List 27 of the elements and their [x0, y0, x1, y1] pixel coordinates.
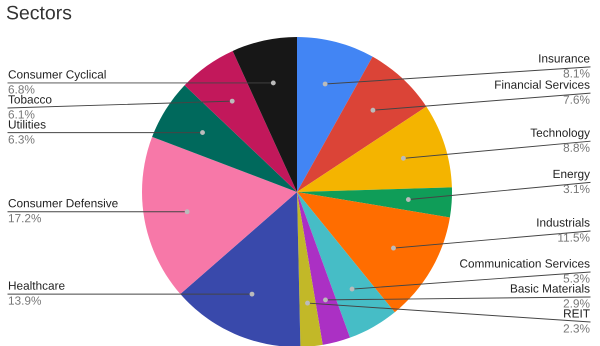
data-label: 2.3%: [564, 324, 590, 333]
slice-label: Healthcare: [8, 281, 65, 290]
data-label: 8.1%: [564, 69, 590, 78]
data-label: 7.6%: [564, 95, 590, 104]
data-label: 2.9%: [564, 299, 590, 308]
data-label: 17.2%: [8, 214, 42, 222]
data-label: 13.9%: [8, 296, 42, 305]
slice-label: Basic Materials: [510, 284, 590, 293]
slice-label: Industrials: [537, 218, 590, 227]
data-label: 6.8%: [8, 85, 34, 94]
data-label: 6.1%: [8, 110, 34, 119]
slice-label: Tobacco: [8, 94, 52, 104]
slice-label: Financial Services: [495, 80, 590, 89]
data-label: 11.5%: [558, 233, 590, 242]
slice-label: Consumer Defensive: [8, 198, 118, 208]
chart-title: Sectors: [6, 6, 72, 20]
data-label: 5.3%: [564, 274, 590, 283]
data-label: 3.1%: [564, 184, 590, 194]
slice-label: Communication Services: [460, 258, 590, 268]
slice-label: Technology: [530, 128, 590, 140]
slice-label: Consumer Cyclical: [8, 70, 106, 81]
data-label: 8.8%: [564, 144, 590, 152]
data-label: 6.3%: [8, 135, 34, 144]
slice-label: Insurance: [539, 54, 590, 63]
slice-label: REIT: [564, 309, 590, 318]
slice-label: Utilities: [8, 120, 46, 129]
slice-label: Energy: [554, 170, 590, 180]
